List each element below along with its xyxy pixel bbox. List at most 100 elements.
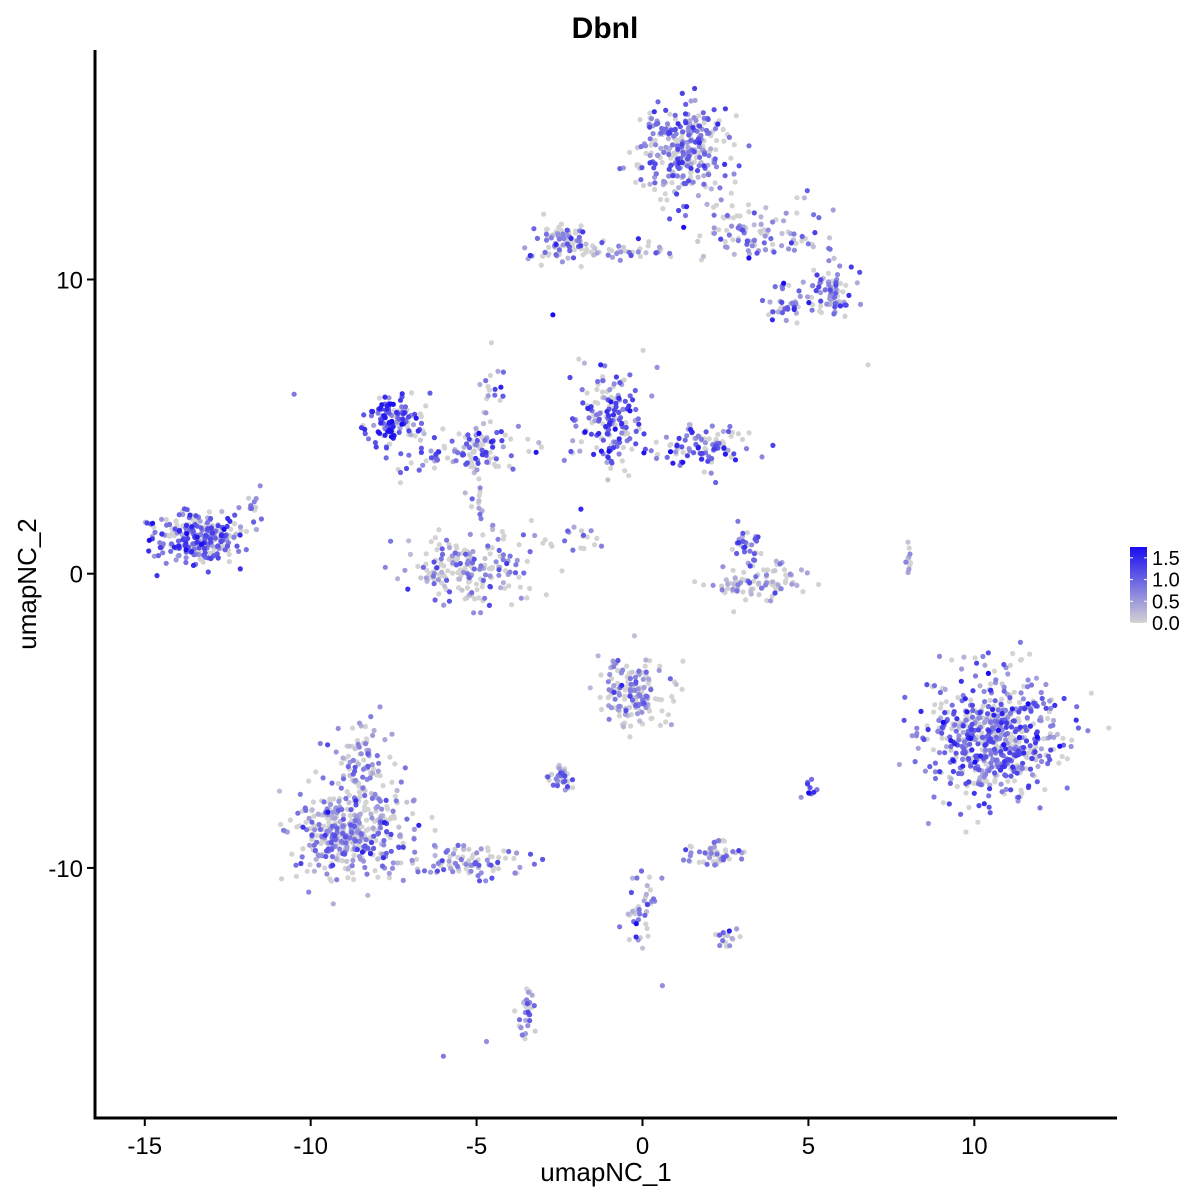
data-point xyxy=(502,585,508,591)
data-point xyxy=(701,151,708,157)
scatter-points xyxy=(142,85,1112,1059)
data-point xyxy=(402,567,408,573)
data-point xyxy=(695,433,701,439)
data-point xyxy=(567,248,573,254)
data-point xyxy=(352,838,359,844)
data-point xyxy=(664,121,671,127)
data-point xyxy=(962,750,968,756)
data-point xyxy=(454,863,461,870)
data-point xyxy=(961,654,967,660)
data-point xyxy=(333,749,339,755)
data-point xyxy=(466,436,472,442)
data-point xyxy=(998,720,1005,726)
data-point xyxy=(602,363,608,369)
data-point xyxy=(753,574,759,580)
data-point xyxy=(775,582,781,588)
data-point xyxy=(1041,700,1047,707)
data-point xyxy=(956,737,962,743)
data-point xyxy=(576,356,582,362)
data-point xyxy=(811,789,817,795)
data-point xyxy=(471,449,477,455)
data-point xyxy=(1032,740,1039,746)
data-point xyxy=(963,790,969,796)
data-point xyxy=(623,424,629,431)
data-point xyxy=(770,579,776,585)
data-point xyxy=(737,213,743,219)
data-point xyxy=(987,786,993,792)
data-point xyxy=(514,557,520,564)
data-point xyxy=(464,460,470,466)
data-point xyxy=(534,235,541,241)
data-point xyxy=(705,116,711,122)
data-point xyxy=(493,559,499,565)
data-point xyxy=(1016,699,1023,706)
data-point xyxy=(351,852,357,859)
data-point xyxy=(962,696,968,702)
data-point xyxy=(700,110,706,116)
data-point xyxy=(726,134,733,140)
data-point xyxy=(438,562,444,568)
data-point xyxy=(652,161,658,167)
data-point xyxy=(377,819,383,825)
data-point xyxy=(382,564,388,570)
data-point xyxy=(388,815,394,821)
data-point xyxy=(468,868,474,874)
data-point xyxy=(623,708,629,714)
data-point xyxy=(415,563,421,570)
data-point xyxy=(364,871,370,877)
data-point xyxy=(501,848,507,854)
data-point xyxy=(647,110,653,116)
data-point xyxy=(746,255,752,261)
data-point xyxy=(932,769,939,775)
data-point xyxy=(175,538,182,544)
data-point xyxy=(580,400,586,406)
data-point xyxy=(203,532,209,539)
data-point xyxy=(439,580,445,586)
data-point xyxy=(651,109,657,115)
data-point xyxy=(797,293,803,299)
data-point xyxy=(627,393,633,399)
data-point xyxy=(746,430,752,436)
data-point xyxy=(827,287,833,293)
data-point xyxy=(493,456,499,462)
data-point xyxy=(712,126,719,132)
data-point xyxy=(325,809,331,815)
data-point xyxy=(988,751,994,757)
data-point xyxy=(713,147,719,153)
data-point xyxy=(648,687,654,693)
data-point xyxy=(701,120,707,126)
data-point xyxy=(172,526,178,532)
data-point xyxy=(1088,690,1094,696)
data-point xyxy=(661,149,667,155)
data-point xyxy=(990,706,996,713)
data-point xyxy=(594,535,600,542)
data-point xyxy=(992,777,998,783)
data-point xyxy=(976,715,982,721)
data-point xyxy=(183,547,189,553)
data-point xyxy=(412,433,418,439)
data-point xyxy=(430,573,436,579)
data-point xyxy=(702,440,709,446)
data-point xyxy=(396,429,402,435)
data-point xyxy=(626,473,632,479)
data-point xyxy=(622,693,628,699)
data-point xyxy=(580,229,586,235)
data-point xyxy=(975,727,982,733)
data-point xyxy=(452,846,458,853)
data-point xyxy=(1007,737,1013,743)
data-point xyxy=(564,227,570,233)
data-point xyxy=(524,595,530,601)
data-point xyxy=(843,282,849,288)
data-point xyxy=(1029,755,1035,762)
data-point xyxy=(826,258,832,264)
data-point xyxy=(610,445,617,451)
data-point xyxy=(1028,682,1035,688)
data-point xyxy=(635,917,642,923)
data-point xyxy=(639,709,645,715)
data-point xyxy=(634,875,640,881)
data-point xyxy=(781,218,787,224)
data-point xyxy=(747,548,753,554)
data-point xyxy=(833,290,839,296)
data-point xyxy=(619,682,625,688)
data-point xyxy=(561,457,567,463)
